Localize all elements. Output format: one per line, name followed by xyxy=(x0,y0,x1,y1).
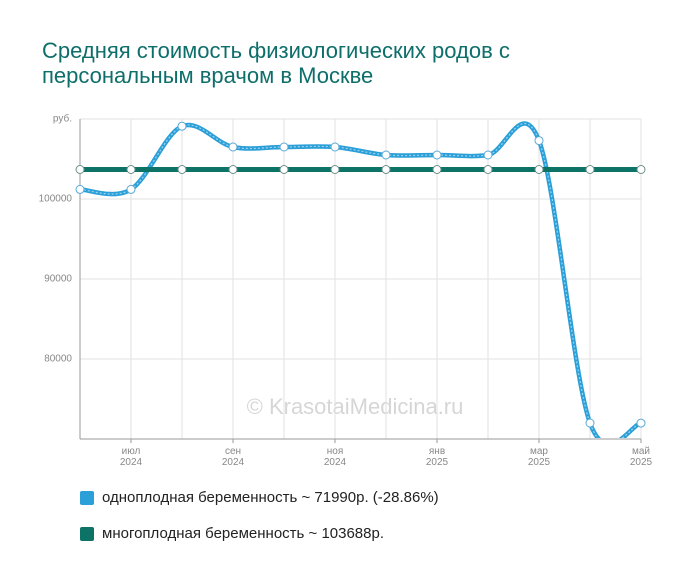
point xyxy=(534,164,544,174)
point xyxy=(177,164,187,174)
point xyxy=(279,164,289,174)
point xyxy=(483,150,493,160)
point xyxy=(381,150,391,160)
point xyxy=(228,142,238,152)
point xyxy=(483,164,493,174)
point xyxy=(534,136,544,146)
point xyxy=(330,142,340,152)
x-tick-label: июл 2024 xyxy=(120,446,143,468)
point xyxy=(279,142,289,152)
y-tick-label: 100000 xyxy=(39,194,73,205)
legend-swatch xyxy=(80,491,94,505)
point xyxy=(585,164,595,174)
y-axis-label: руб. xyxy=(53,113,72,125)
point xyxy=(585,418,595,428)
line-highlight xyxy=(80,123,642,438)
x-tick-label: мар 2025 xyxy=(528,446,551,468)
x-tick-label: май 2025 xyxy=(630,446,653,468)
point xyxy=(126,164,136,174)
point xyxy=(432,150,442,160)
point xyxy=(432,164,442,174)
x-tick-label: ноя 2024 xyxy=(324,446,347,468)
x-tick-label: сен 2024 xyxy=(222,446,245,468)
point xyxy=(75,184,85,194)
point xyxy=(126,184,136,194)
point xyxy=(636,418,646,428)
legend-swatch xyxy=(80,527,94,541)
point xyxy=(636,164,646,174)
chart-title: персональным врачом в Москве xyxy=(42,63,373,88)
point xyxy=(381,164,391,174)
y-tick-label: 80000 xyxy=(44,354,72,365)
chart-title: Средняя стоимость физиологических родов … xyxy=(42,38,510,63)
y-tick-label: 90000 xyxy=(44,274,72,285)
point xyxy=(177,121,187,131)
point xyxy=(330,164,340,174)
x-tick-label: янв 2025 xyxy=(426,446,449,468)
legend-label: многоплодная беременность ~ 103688р. xyxy=(102,525,384,542)
legend-label: одноплодная беременность ~ 71990р. (-28.… xyxy=(102,489,439,506)
watermark: © KrasotaiMedicina.ru xyxy=(247,394,464,419)
point xyxy=(75,164,85,174)
point xyxy=(228,164,238,174)
